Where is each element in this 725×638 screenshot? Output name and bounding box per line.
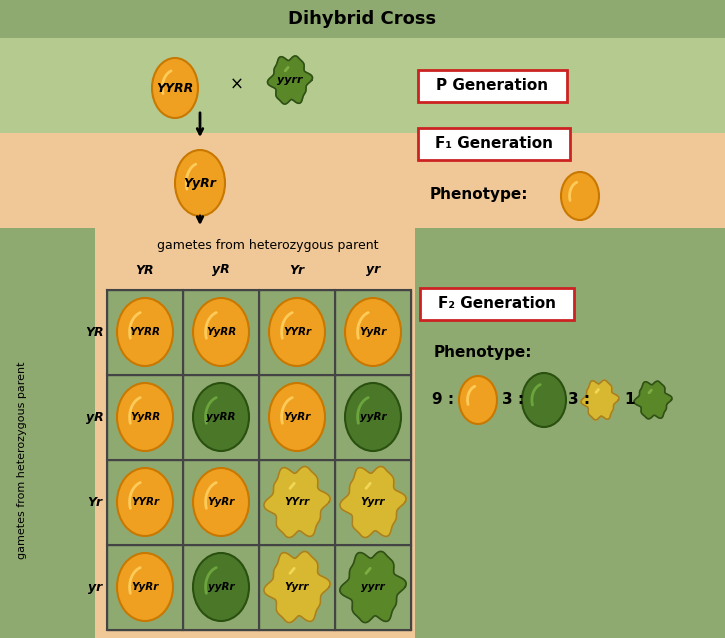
Bar xyxy=(335,460,411,545)
Ellipse shape xyxy=(193,383,249,451)
Ellipse shape xyxy=(345,298,401,366)
Text: 3 :: 3 : xyxy=(568,392,590,408)
Text: P Generation: P Generation xyxy=(436,78,548,94)
Text: YR: YR xyxy=(136,263,154,276)
Ellipse shape xyxy=(522,373,566,427)
Text: YYRr: YYRr xyxy=(131,497,159,507)
Bar xyxy=(335,545,411,630)
Text: YYRR: YYRR xyxy=(157,82,194,94)
Bar xyxy=(95,228,415,293)
Polygon shape xyxy=(264,466,330,538)
Ellipse shape xyxy=(117,383,173,451)
Bar xyxy=(259,460,335,545)
Ellipse shape xyxy=(193,553,249,621)
Text: Dihybrid Cross: Dihybrid Cross xyxy=(288,10,436,28)
Text: yr: yr xyxy=(88,581,102,593)
Ellipse shape xyxy=(269,383,325,451)
Bar xyxy=(335,375,411,460)
Ellipse shape xyxy=(561,172,599,220)
Ellipse shape xyxy=(459,376,497,424)
Text: yr: yr xyxy=(366,263,380,276)
Text: Yr: Yr xyxy=(289,263,304,276)
FancyBboxPatch shape xyxy=(418,70,567,102)
Bar xyxy=(0,38,725,133)
Polygon shape xyxy=(264,551,330,623)
Ellipse shape xyxy=(175,150,225,216)
Ellipse shape xyxy=(117,553,173,621)
Bar xyxy=(183,375,259,460)
Text: ×: × xyxy=(230,76,244,94)
Bar xyxy=(183,545,259,630)
Bar xyxy=(107,460,183,545)
Text: YyRr: YyRr xyxy=(183,177,217,189)
Text: F₂ Generation: F₂ Generation xyxy=(438,297,556,311)
Bar xyxy=(107,290,183,375)
Text: YyRR: YyRR xyxy=(130,412,160,422)
Text: YyRR: YyRR xyxy=(206,327,236,337)
Text: Yr: Yr xyxy=(88,496,102,508)
Bar xyxy=(0,0,725,38)
Text: YyRr: YyRr xyxy=(283,412,311,422)
Text: YYRR: YYRR xyxy=(130,327,160,337)
Bar xyxy=(107,375,183,460)
Polygon shape xyxy=(634,381,672,419)
Text: YYrr: YYrr xyxy=(284,497,310,507)
Text: F₁ Generation: F₁ Generation xyxy=(435,137,553,151)
Text: Yyrr: Yyrr xyxy=(285,582,310,592)
Text: yyRr: yyRr xyxy=(207,582,234,592)
FancyBboxPatch shape xyxy=(418,128,570,160)
Polygon shape xyxy=(268,56,312,104)
Text: yyrr: yyrr xyxy=(361,582,385,592)
Text: yR: yR xyxy=(86,410,104,424)
Ellipse shape xyxy=(269,298,325,366)
Bar xyxy=(95,260,415,638)
Bar xyxy=(259,290,335,375)
Text: YyRr: YyRr xyxy=(360,327,386,337)
Bar xyxy=(107,545,183,630)
Text: yyRR: yyRR xyxy=(206,412,236,422)
Text: 1: 1 xyxy=(624,392,634,408)
Text: gametes from heterozygous parent: gametes from heterozygous parent xyxy=(157,239,378,251)
Bar xyxy=(259,375,335,460)
Text: gametes from heterozygous parent: gametes from heterozygous parent xyxy=(17,361,27,559)
Bar xyxy=(335,290,411,375)
Text: Yyrr: Yyrr xyxy=(361,497,385,507)
FancyBboxPatch shape xyxy=(420,288,574,320)
Ellipse shape xyxy=(152,58,198,118)
Text: 3 :: 3 : xyxy=(502,392,524,408)
Bar xyxy=(183,460,259,545)
Ellipse shape xyxy=(117,298,173,366)
Text: YyRr: YyRr xyxy=(207,497,235,507)
Text: yyRr: yyRr xyxy=(360,412,386,422)
Ellipse shape xyxy=(193,468,249,536)
Bar xyxy=(0,228,725,638)
Ellipse shape xyxy=(193,298,249,366)
Text: yR: yR xyxy=(212,263,230,276)
Ellipse shape xyxy=(345,383,401,451)
Text: yyrr: yyrr xyxy=(277,75,303,85)
Text: Phenotype:: Phenotype: xyxy=(430,188,529,202)
Text: 9 :: 9 : xyxy=(432,392,454,408)
Text: YYRr: YYRr xyxy=(283,327,311,337)
Text: YR: YR xyxy=(86,325,104,339)
Text: YyRr: YyRr xyxy=(131,582,159,592)
Bar xyxy=(183,290,259,375)
Ellipse shape xyxy=(117,468,173,536)
Polygon shape xyxy=(340,466,406,538)
Polygon shape xyxy=(340,551,406,623)
Text: Phenotype:: Phenotype: xyxy=(434,345,532,359)
Bar xyxy=(0,133,725,228)
Polygon shape xyxy=(581,380,619,420)
Bar xyxy=(259,545,335,630)
